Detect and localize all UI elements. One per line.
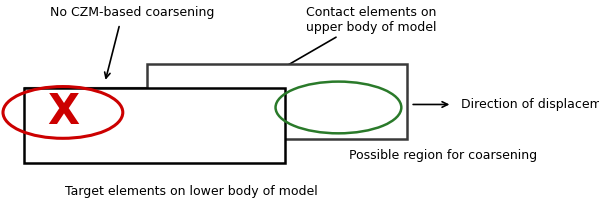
Text: No CZM-based coarsening: No CZM-based coarsening	[50, 6, 214, 19]
Bar	[147, 64, 407, 139]
Text: Contact elements on
upper body of model: Contact elements on upper body of model	[306, 6, 437, 34]
Text: Possible region for coarsening: Possible region for coarsening	[349, 149, 537, 162]
Text: Direction of displacement: Direction of displacement	[461, 98, 599, 111]
Bar	[24, 88, 285, 163]
Bar	[24, 87, 407, 93]
Text: Target elements on lower body of model: Target elements on lower body of model	[65, 185, 318, 198]
Text: X: X	[47, 91, 79, 134]
